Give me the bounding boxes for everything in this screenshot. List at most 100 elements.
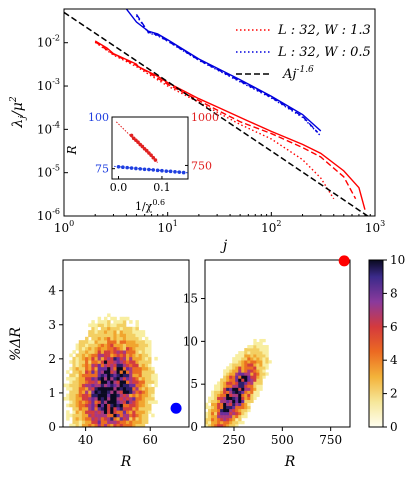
- heatmap-cell: [85, 383, 89, 388]
- heatmap-cell: [232, 399, 236, 404]
- heatmap-cell: [253, 390, 257, 394]
- heatmap-cell: [138, 370, 143, 374]
- heatmap-cell: [97, 363, 102, 368]
- inset-panel: 0.0 0.1 75 100 750 1000 R 1/χ0.6: [65, 111, 219, 213]
- heatmap-cell: [223, 369, 227, 373]
- heatmap-cell: [97, 380, 102, 384]
- heatmap-cell: [217, 402, 221, 407]
- heatmap-cell: [119, 413, 124, 418]
- heatmap-cell: [144, 380, 149, 384]
- heatmap-cell: [119, 410, 124, 414]
- heatmap-cell: [238, 414, 242, 419]
- inset-right-tick-label: 750: [191, 159, 212, 172]
- heatmap-cell: [100, 420, 105, 424]
- heatmap-cell: [223, 411, 227, 416]
- heatmap-cell: [110, 323, 114, 328]
- heatmap-cell: [151, 400, 155, 404]
- heatmap-cell: [126, 386, 130, 391]
- heatmap-cell: [81, 386, 86, 391]
- heatmap-cell: [126, 423, 130, 428]
- heatmap-cell: [91, 350, 95, 354]
- heatmap-cell: [91, 383, 95, 388]
- heatmap-cell: [259, 360, 263, 364]
- heatmap-cell: [66, 393, 70, 398]
- marker-red-dot: [338, 255, 350, 267]
- heatmap-cell: [78, 376, 83, 381]
- heatmap-cell: [85, 353, 89, 358]
- heatmap-cell: [211, 408, 215, 413]
- heatmap-cell: [85, 386, 89, 391]
- series-blue-dotted: [135, 15, 322, 137]
- heatmap-cell: [122, 326, 127, 331]
- heatmap-cell: [94, 323, 98, 328]
- heatmap-cell: [129, 403, 133, 408]
- heatmap-cell: [256, 341, 260, 346]
- heatmap-cell: [256, 357, 260, 361]
- heatmap-cell: [88, 396, 92, 401]
- legend-label-red: L : 32, W : 1.3: [277, 23, 371, 38]
- heatmap-cell: [126, 383, 130, 388]
- heatmap-cell: [91, 390, 95, 394]
- heatmap-cell: [81, 400, 86, 404]
- heatmap-cell: [217, 423, 221, 428]
- heatmap-cell: [97, 410, 102, 414]
- heatmap-cell: [235, 378, 239, 382]
- heatmap-cell: [265, 366, 269, 370]
- heatmap-cell: [97, 413, 102, 418]
- heatmap-cell: [116, 403, 120, 408]
- heatmap-cell: [110, 330, 114, 334]
- heatmap-cell: [100, 326, 105, 331]
- heatmap-cell: [144, 393, 149, 398]
- heatmap-cell: [72, 350, 76, 354]
- heatmap-cell: [116, 420, 120, 424]
- heatmap-cell: [119, 343, 124, 348]
- heatmap-cell: [238, 375, 242, 379]
- heatmap-cell: [220, 384, 224, 388]
- heatmap-cell: [110, 420, 114, 424]
- heatmap-cell: [138, 420, 143, 424]
- markers-layer: [170, 255, 350, 414]
- heatmap-cell: [116, 370, 120, 374]
- heatmap-cell: [103, 406, 108, 411]
- heatmap-cell: [88, 420, 92, 424]
- heatmap-cell: [85, 376, 89, 381]
- heatmap-cell: [119, 360, 124, 364]
- heatmap-cell: [75, 366, 80, 371]
- heatmap-cell: [85, 336, 89, 341]
- heatmap-cell: [256, 384, 260, 388]
- legend-entry-powerlaw: Aj-1.6: [236, 65, 314, 82]
- heatmap-cell: [72, 373, 76, 378]
- heatmap-cell: [253, 372, 257, 376]
- heatmap-cell: [107, 420, 111, 424]
- heatmap-cell: [205, 420, 209, 425]
- heatmap-cell: [238, 399, 242, 404]
- heatmap-cell: [81, 406, 86, 411]
- heatmap-cell: [103, 400, 108, 404]
- heatmap-cell: [116, 330, 120, 334]
- heatmap-cell: [241, 384, 245, 388]
- main-ylabel: λj/μ2: [9, 96, 28, 129]
- heatmap-cell: [119, 383, 124, 388]
- heatmap-cell: [116, 363, 120, 368]
- heatmap-cell: [103, 420, 108, 424]
- heatmap-cell: [69, 376, 73, 381]
- heatmap-cell: [94, 346, 98, 351]
- heatmap-cell: [148, 363, 152, 368]
- heatmap-cell: [256, 354, 260, 358]
- heatmap-cell: [247, 360, 251, 364]
- heatmap-cell: [94, 396, 98, 401]
- heatmap-cell: [81, 340, 86, 344]
- heatmap-cell: [129, 363, 133, 368]
- heatmap-cell: [75, 406, 80, 411]
- heatmap-cell: [229, 393, 233, 397]
- heatmap-cell: [69, 423, 73, 428]
- heatmap-cell: [75, 356, 80, 361]
- heatmap-cell: [247, 399, 251, 404]
- heatmap-cell: [94, 370, 98, 374]
- heatmap-cell: [141, 410, 146, 414]
- heatmap-cell: [122, 390, 127, 394]
- main-panel: 100 101 102 103 10-6 10-5 10-4 10-3 10-2 λj/μ2 j…: [9, 8, 385, 254]
- heatmap-cell: [100, 423, 105, 428]
- heatmap-cell: [116, 343, 120, 348]
- heatmap-cell: [253, 338, 257, 343]
